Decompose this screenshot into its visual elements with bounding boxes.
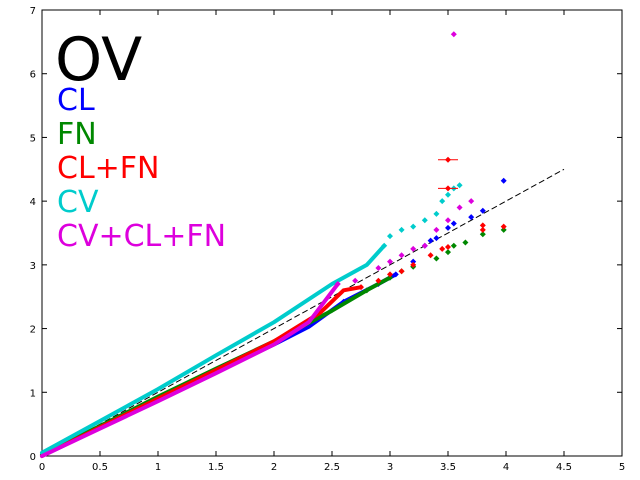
data-point (375, 277, 382, 284)
data-point (445, 191, 451, 198)
y-tick-label: 1 (30, 388, 36, 399)
data-point (410, 258, 417, 265)
x-tick-label: 0.5 (92, 462, 108, 473)
legend-entry: CL (57, 83, 95, 118)
series-cv-cl-fn (40, 31, 475, 458)
data-point (445, 217, 451, 224)
y-tick-label: 6 (30, 70, 36, 81)
data-point (479, 222, 486, 229)
y-tick-label: 7 (30, 6, 36, 17)
x-tick-label: 2.5 (324, 462, 340, 473)
x-tick-label: 1.5 (208, 462, 224, 473)
series-cv (40, 182, 463, 455)
data-point (334, 280, 341, 287)
y-tick-label: 3 (30, 261, 36, 272)
data-point (410, 261, 417, 268)
data-point (500, 226, 507, 233)
data-point (500, 177, 507, 184)
series-curve (40, 243, 387, 455)
data-point (352, 277, 359, 284)
x-tick-label: 5 (619, 462, 625, 473)
data-point (387, 258, 393, 265)
data-point (387, 233, 393, 240)
data-point (433, 235, 440, 242)
legend-entry: FN (57, 117, 97, 152)
data-point (427, 237, 434, 244)
data-point (398, 226, 405, 233)
series-curve (40, 282, 340, 458)
data-point (421, 217, 428, 224)
data-point (468, 214, 475, 221)
data-point (433, 255, 440, 262)
data-point (479, 226, 486, 233)
data-point (433, 210, 440, 217)
data-point (363, 287, 370, 294)
x-tick-label: 3.5 (440, 462, 456, 473)
reference-line (41, 168, 565, 457)
data-point (450, 220, 457, 227)
data-point (433, 226, 440, 233)
data-point (421, 242, 428, 249)
data-point (410, 245, 417, 252)
data-point (381, 242, 388, 249)
y-tick-label: 2 (30, 325, 36, 336)
x-tick-label: 2 (271, 462, 277, 473)
legend-title: OV (55, 25, 142, 95)
data-point (375, 265, 382, 272)
series-group (40, 31, 507, 458)
data-point (387, 274, 393, 281)
data-point (500, 223, 507, 230)
data-point (456, 204, 463, 211)
data-point (479, 231, 486, 238)
x-tick-label: 4 (503, 462, 509, 473)
data-point (462, 239, 469, 246)
data-point (445, 224, 451, 231)
data-point (398, 252, 405, 259)
axis-ticks: 0 0.5 1 1.5 2 2.5 3 3.5 4 4.5 5 0 1 2 3 4 5 6 7 (30, 6, 626, 473)
series-cl-fn (40, 156, 507, 458)
legend-entry: CV (57, 185, 99, 220)
x-tick-label: 0 (39, 462, 45, 473)
y-tick-label: 0 (30, 452, 36, 463)
y-tick-label: 4 (30, 197, 36, 208)
series-curve (40, 285, 363, 458)
legend-entry: CV+CL+FN (57, 219, 226, 254)
data-point (439, 245, 446, 252)
reference-line-group (41, 168, 565, 457)
data-point (398, 268, 405, 275)
data-point (450, 31, 457, 38)
data-point (358, 284, 364, 291)
legend-entry: CL+FN (57, 151, 160, 186)
y-tick-label: 5 (30, 133, 36, 144)
data-point (387, 271, 393, 278)
data-point (427, 252, 434, 259)
data-point (450, 242, 457, 249)
data-point (445, 249, 451, 256)
data-point (456, 182, 463, 189)
data-point (468, 198, 475, 205)
x-tick-label: 4.5 (556, 462, 572, 473)
x-tick-label: 1 (155, 462, 161, 473)
data-point (410, 223, 417, 230)
x-tick-label: 3 (387, 462, 393, 473)
data-point (445, 244, 451, 251)
data-point (439, 198, 446, 205)
data-point (392, 271, 399, 278)
data-point (479, 207, 486, 214)
